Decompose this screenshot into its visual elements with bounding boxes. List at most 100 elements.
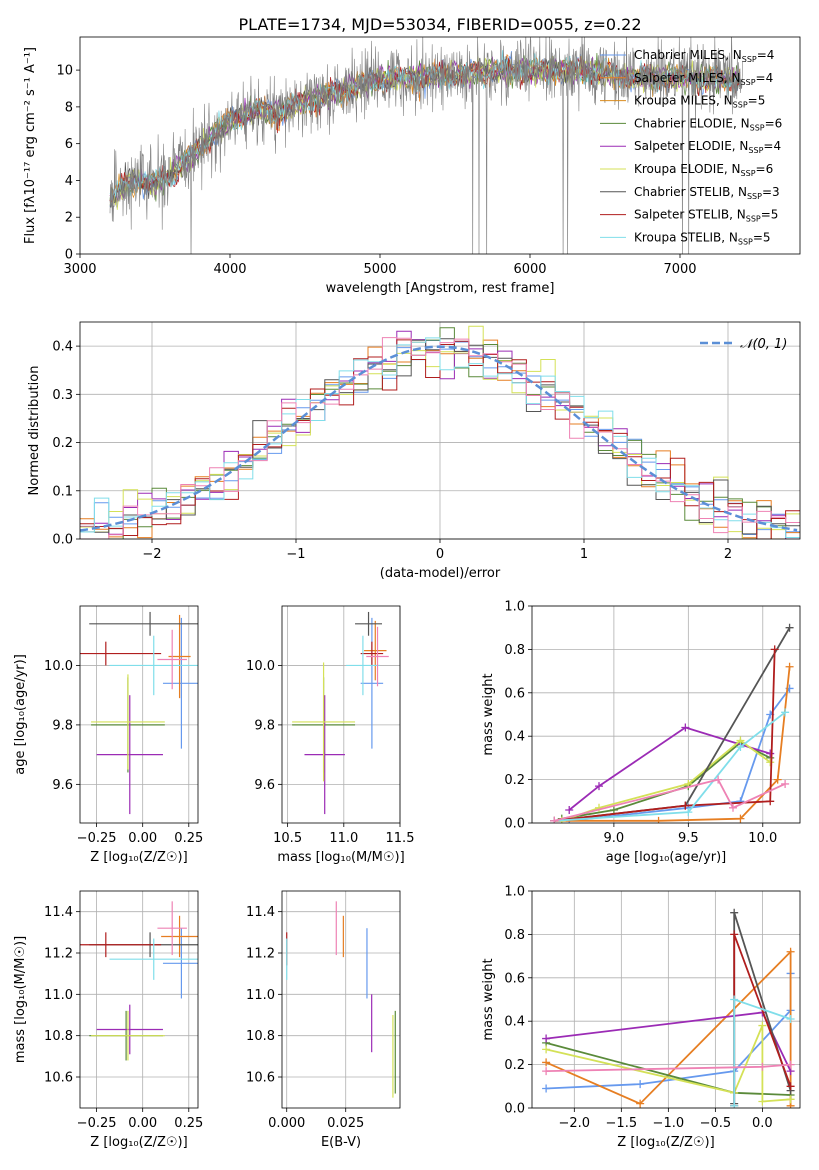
panel-spectrum: 3000 4000 5000 6000 7000 0 2 4 6 8 10 wavelength [A…	[23, 36, 801, 296]
y-axis-label: Flux [fλ10⁻¹⁷ erg cm⁻² s⁻¹ A⁻¹]	[23, 47, 38, 244]
error-bar-point	[91, 674, 165, 770]
panel-mass-vs-Z: −0.25 0.00 0.25 10.6 10.8 11.0 11.2 11.4 Z [log₁…	[13, 890, 203, 1150]
mass-weight-marker	[781, 708, 790, 717]
y-tick-label: 0.0	[504, 817, 525, 832]
y-tick-label: 10.8	[44, 1029, 73, 1044]
error-bar-point	[355, 611, 383, 636]
legend-label-main: Salpeter MILES, N	[634, 71, 741, 85]
y-tick-label: 10.6	[246, 1071, 275, 1086]
y-tick-label: 0.6	[504, 971, 525, 986]
y-tick-label: 0.2	[52, 436, 73, 451]
x-tick-label: −2	[142, 547, 161, 562]
mass-weight-marker	[781, 779, 790, 788]
x-tick-label: −0.5	[700, 1116, 732, 1131]
legend-label-sub: SSP	[742, 55, 757, 64]
x-tick-label: 10.5	[273, 831, 302, 846]
legend-label-sub: SSP	[747, 192, 762, 201]
legend-label-tail: =5	[761, 208, 779, 222]
error-bar-point	[80, 932, 162, 958]
x-tick-label: −0.25	[77, 831, 117, 846]
mass-weight-marker	[766, 758, 775, 767]
x-tick-label: 9.0	[604, 831, 625, 846]
mass-weight-marker	[681, 801, 690, 810]
error-bar-point	[304, 695, 345, 815]
y-tick-label: 0.1	[52, 484, 73, 499]
error-bar-point	[162, 617, 198, 749]
mass-weight-marker	[786, 1082, 795, 1091]
axes-frame	[531, 890, 801, 1109]
error-bar-point	[96, 695, 163, 815]
mass-weight-marker	[766, 749, 775, 758]
y-tick-label: 0.8	[504, 928, 525, 943]
mass-weight-marker	[770, 645, 779, 654]
y-tick-label: 0.8	[504, 643, 525, 658]
mass-weight-marker	[565, 805, 574, 814]
axes-frame	[79, 36, 801, 255]
y-tick-label: 10.0	[44, 659, 73, 674]
plot-area-massweight-vs-age	[550, 623, 794, 823]
legend-label-main: Salpeter ELODIE, N	[634, 139, 748, 153]
panel-mass-vs-ebv: 0.000 0.025 10.6 10.8 11.0 11.2 11.4 E(B-V)	[246, 890, 401, 1150]
x-tick-label: −1.0	[653, 1116, 685, 1131]
legend-label-tail: =6	[765, 116, 783, 130]
mass-weight-marker	[542, 1045, 551, 1054]
y-tick-label: 1.0	[504, 600, 525, 615]
residual-histogram	[80, 327, 800, 539]
x-tick-label: 0.25	[174, 831, 203, 846]
y-axis-label: mass [log₁₀(M/M☉)]	[13, 936, 28, 1063]
x-tick-label: 0.025	[327, 1116, 364, 1131]
legend-label-tail: =4	[757, 48, 775, 62]
mass-weight-line	[554, 711, 786, 822]
mass-weight-marker	[758, 1097, 767, 1106]
y-axis-label: mass weight	[481, 958, 496, 1040]
legend-label-tail: =5	[748, 94, 766, 108]
x-tick-label: 0.25	[174, 1116, 203, 1131]
y-tick-label: 11.0	[44, 988, 73, 1003]
axes-frame	[281, 890, 401, 1109]
x-tick-label: −1	[286, 547, 305, 562]
legend-label-sub: SSP	[733, 101, 748, 110]
y-tick-label: 10.8	[246, 1029, 275, 1044]
x-tick-label: 2	[724, 547, 732, 562]
x-tick-label: −2.0	[559, 1116, 591, 1131]
y-tick-label: 10.6	[44, 1071, 73, 1086]
x-tick-label: 1	[580, 547, 588, 562]
x-tick-label: 10.0	[748, 831, 777, 846]
error-bar-point	[360, 641, 384, 666]
y-tick-label: 9.6	[52, 778, 73, 793]
legend-label-tail: =4	[756, 71, 774, 85]
y-tick-label: 11.0	[246, 988, 275, 1003]
x-axis-label: wavelength [Angstrom, rest frame]	[326, 281, 555, 296]
x-axis-label: Z [log₁₀(Z/Z☉)]	[617, 1135, 714, 1150]
panel-massweight-vs-Z: −2.0 −1.5 −1.0 −0.5 0.0 0.0 0.2 0.4 0.6 0.8 1.0 Z […	[481, 885, 801, 1150]
figure-title: PLATE=1734, MJD=53034, FIBERID=0055, z=0…	[238, 15, 641, 34]
x-axis-label: E(B-V)	[321, 1135, 361, 1150]
x-tick-label: −0.25	[77, 1116, 117, 1131]
x-tick-label: 0.0	[752, 1116, 773, 1131]
plot-area-spectrum	[109, 37, 743, 254]
plot-area-age-vs-Z	[80, 611, 198, 815]
mass-weight-marker	[636, 1080, 645, 1089]
observed-spectrum-line	[109, 37, 743, 254]
error-bar-point	[364, 620, 387, 681]
error-bar-point	[162, 928, 198, 999]
legend-label: Kroupa ELODIE, NSSP=6	[634, 162, 773, 178]
axes-frame	[79, 890, 199, 1109]
panel-age-vs-mass: 10.5 11.0 11.5 9.6 9.8 10.0 mass [log₁₀(M/M☉)]	[246, 605, 414, 865]
mass-weight-marker	[542, 1058, 551, 1067]
x-tick-label: 0.00	[128, 1116, 157, 1131]
plot-area-massweight-vs-Z	[542, 908, 795, 1108]
x-tick-label: 7000	[663, 262, 696, 277]
legend-label: Salpeter MILES, NSSP=4	[634, 71, 773, 87]
legend-label: Salpeter ELODIE, NSSP=4	[634, 139, 781, 155]
y-tick-label: 0.3	[52, 388, 73, 403]
x-axis-label: mass [log₁₀(M/M☉)]	[277, 850, 404, 865]
mass-weight-marker	[786, 1060, 795, 1069]
y-tick-label: 11.4	[44, 905, 73, 920]
mass-weight-marker	[766, 797, 775, 806]
mass-weight-marker	[684, 808, 693, 817]
error-bar-point	[91, 1010, 165, 1061]
y-tick-label: 10.0	[246, 659, 275, 674]
